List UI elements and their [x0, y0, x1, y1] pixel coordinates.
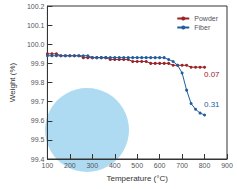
svg-text:Powder: Powder [194, 15, 218, 22]
svg-text:0.07: 0.07 [204, 70, 220, 79]
svg-text:100.2: 100.2 [27, 3, 45, 10]
svg-text:0.31: 0.31 [204, 100, 220, 109]
svg-text:400: 400 [109, 162, 121, 169]
svg-text:800: 800 [199, 162, 211, 169]
svg-text:200: 200 [64, 162, 76, 169]
svg-text:Fiber: Fiber [194, 24, 211, 31]
svg-text:100.0: 100.0 [27, 41, 45, 48]
svg-text:99.8: 99.8 [31, 79, 45, 86]
svg-text:500: 500 [131, 162, 143, 169]
svg-text:99.4: 99.4 [30, 155, 45, 163]
svg-text:99.9: 99.9 [31, 60, 45, 67]
svg-text:99.6: 99.6 [31, 117, 45, 124]
svg-text:600: 600 [154, 162, 166, 169]
svg-text:100.1: 100.1 [27, 22, 45, 29]
svg-text:99.7: 99.7 [31, 98, 45, 105]
svg-text:300: 300 [86, 162, 98, 169]
svg-text:700: 700 [176, 162, 188, 169]
svg-text:100: 100 [42, 162, 54, 169]
svg-text:900: 900 [221, 162, 233, 169]
svg-text:99.5: 99.5 [31, 136, 45, 143]
svg-text:Weight (%): Weight (%) [8, 62, 17, 102]
svg-text:Temperature (°C): Temperature (°C) [106, 174, 168, 183]
